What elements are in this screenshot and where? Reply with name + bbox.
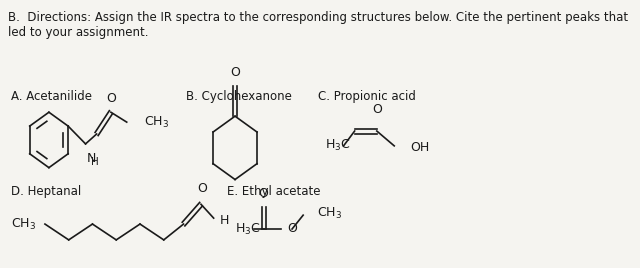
Text: O: O xyxy=(230,66,240,79)
Text: CH$_3$: CH$_3$ xyxy=(11,217,36,232)
Text: O: O xyxy=(259,187,269,200)
Text: O: O xyxy=(197,182,207,195)
Text: O: O xyxy=(107,92,116,105)
Text: O: O xyxy=(287,222,297,234)
Text: O: O xyxy=(372,103,381,116)
Text: B.  Directions: Assign the IR spectra to the corresponding structures below. Cit: B. Directions: Assign the IR spectra to … xyxy=(8,11,628,39)
Text: OH: OH xyxy=(410,141,429,154)
Text: H: H xyxy=(220,214,229,227)
Text: N: N xyxy=(86,152,96,165)
Text: H$_3$C: H$_3$C xyxy=(324,138,350,153)
Text: CH$_3$: CH$_3$ xyxy=(317,206,342,221)
Text: B. Cyclohexanone: B. Cyclohexanone xyxy=(186,91,292,103)
Text: D. Heptanal: D. Heptanal xyxy=(11,185,81,199)
Text: H: H xyxy=(91,157,99,167)
Text: C. Propionic acid: C. Propionic acid xyxy=(318,91,416,103)
Text: A. Acetanilide: A. Acetanilide xyxy=(11,91,92,103)
Text: CH$_3$: CH$_3$ xyxy=(144,115,169,130)
Text: E. Ethyl acetate: E. Ethyl acetate xyxy=(227,185,321,199)
Text: H$_3$C: H$_3$C xyxy=(235,221,260,237)
